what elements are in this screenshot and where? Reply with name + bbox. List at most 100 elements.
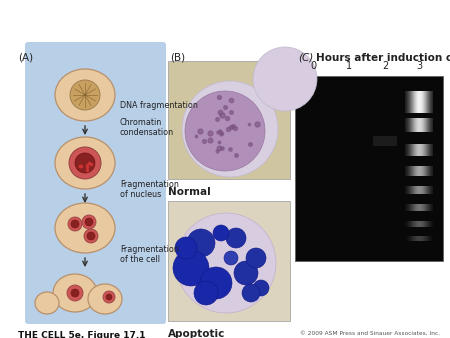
Bar (416, 144, 417, 156)
Bar (415, 204, 416, 211)
Bar (411, 204, 412, 211)
Bar (408, 91, 409, 113)
Bar (407, 204, 408, 211)
Bar (418, 221, 419, 227)
Bar (418, 204, 419, 211)
Bar (423, 236, 424, 241)
Bar (420, 204, 421, 211)
Bar (432, 144, 433, 156)
Text: Figure 17.1  Apoptosis: Figure 17.1 Apoptosis (5, 4, 182, 19)
Bar (427, 118, 428, 132)
Bar (414, 166, 415, 176)
Bar (417, 118, 418, 132)
Ellipse shape (53, 274, 97, 312)
Bar (430, 204, 431, 211)
Bar (427, 221, 428, 227)
Bar (414, 118, 415, 132)
Bar (411, 236, 412, 241)
Bar (428, 91, 429, 113)
Bar (432, 204, 433, 211)
Bar (410, 221, 411, 227)
Bar (418, 144, 419, 156)
Text: Fragmentation
of nucleus: Fragmentation of nucleus (120, 180, 179, 199)
Circle shape (103, 291, 115, 303)
Bar (412, 144, 413, 156)
Bar (425, 204, 426, 211)
Bar (406, 91, 407, 113)
Bar (409, 166, 410, 176)
Text: 1: 1 (346, 61, 352, 71)
Bar (422, 221, 423, 227)
Circle shape (71, 220, 79, 228)
Circle shape (234, 261, 258, 285)
Bar (428, 118, 429, 132)
Bar (413, 221, 414, 227)
Ellipse shape (55, 137, 115, 189)
Bar (406, 236, 407, 241)
Bar (420, 118, 421, 132)
Bar (408, 186, 409, 194)
Bar (418, 186, 419, 194)
Bar (426, 166, 427, 176)
Bar (421, 166, 422, 176)
Bar (373, 136, 397, 146)
Bar (422, 186, 423, 194)
Circle shape (242, 284, 260, 302)
Bar (405, 204, 406, 211)
FancyBboxPatch shape (25, 42, 166, 324)
Bar (415, 236, 416, 241)
Bar (431, 186, 432, 194)
Circle shape (84, 229, 98, 243)
Bar (417, 204, 418, 211)
Bar (416, 118, 417, 132)
Circle shape (71, 289, 79, 297)
Bar (409, 186, 410, 194)
Bar (429, 118, 430, 132)
Bar (409, 144, 410, 156)
Bar (429, 144, 430, 156)
Bar (421, 204, 422, 211)
Bar (425, 144, 426, 156)
Ellipse shape (88, 284, 122, 314)
Bar (430, 118, 431, 132)
Bar (406, 118, 407, 132)
Bar (427, 144, 428, 156)
Bar (427, 186, 428, 194)
Bar (405, 91, 406, 113)
Bar (406, 166, 407, 176)
Circle shape (194, 281, 218, 305)
Bar (422, 166, 423, 176)
Bar (425, 166, 426, 176)
Bar (430, 236, 431, 241)
Bar (413, 144, 414, 156)
Circle shape (67, 285, 83, 301)
Ellipse shape (55, 203, 115, 253)
Text: DNA fragmentation: DNA fragmentation (120, 101, 198, 111)
Bar (426, 221, 427, 227)
Bar (428, 221, 429, 227)
Text: 2: 2 (382, 61, 388, 71)
Bar (407, 118, 408, 132)
Bar (422, 236, 423, 241)
Bar (421, 221, 422, 227)
Bar (422, 144, 423, 156)
Circle shape (213, 225, 229, 241)
Bar (425, 236, 426, 241)
Bar (415, 144, 416, 156)
Bar (430, 144, 431, 156)
Bar (428, 186, 429, 194)
Bar (429, 204, 430, 211)
Bar (409, 118, 410, 132)
Bar (431, 204, 432, 211)
Bar (426, 91, 427, 113)
Bar (429, 91, 430, 113)
Bar (432, 236, 433, 241)
Bar (419, 144, 420, 156)
Bar (405, 144, 406, 156)
Bar (413, 91, 414, 113)
Bar (428, 204, 429, 211)
Bar (409, 221, 410, 227)
Bar (426, 204, 427, 211)
Bar (408, 118, 409, 132)
Text: (A): (A) (18, 53, 33, 63)
